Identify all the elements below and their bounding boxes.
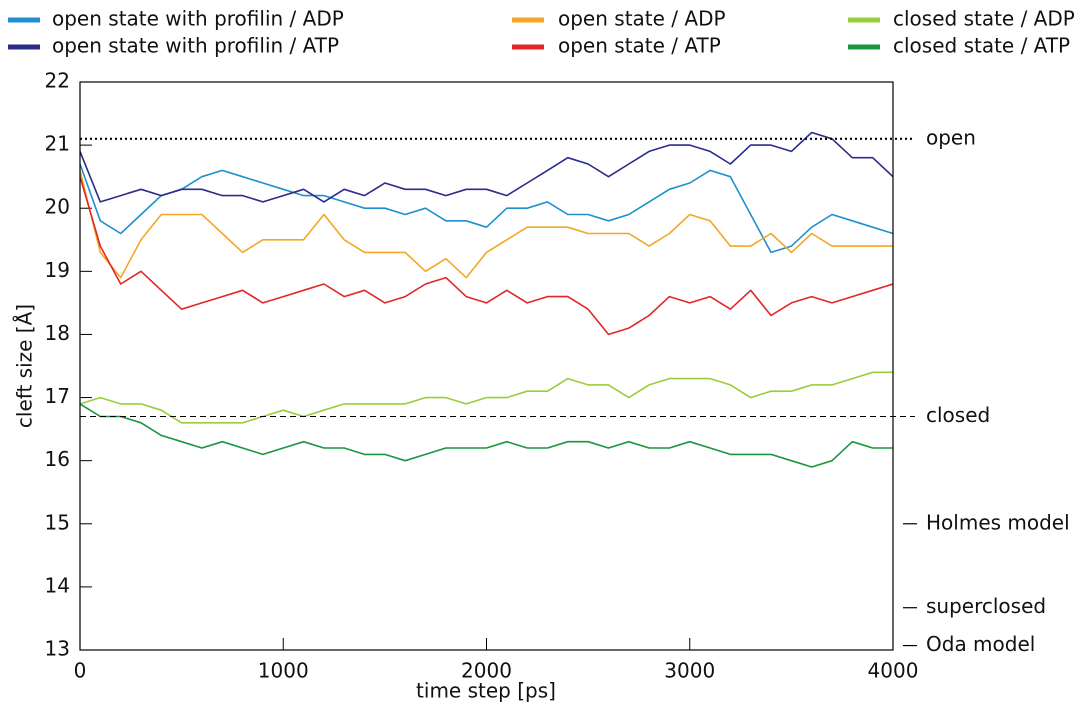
y-axis-label: cleft size [Å]	[13, 304, 37, 428]
x-tick-label: 0	[74, 659, 87, 683]
series-line	[79, 371, 893, 424]
series-line	[79, 131, 894, 203]
legend-label: open state / ATP	[558, 34, 721, 58]
y-tick-label: 15	[45, 510, 70, 534]
reference-label: Oda model	[926, 632, 1035, 656]
x-axis-label: time step [ps]	[416, 679, 556, 703]
series-line	[79, 403, 893, 468]
x-tick-label: 4000	[868, 659, 919, 683]
series-line	[79, 176, 894, 336]
y-tick-label: 22	[45, 69, 70, 93]
y-tick-label: 19	[45, 258, 70, 282]
legend-label: open state with profilin / ATP	[52, 34, 339, 58]
y-tick-label: 16	[45, 447, 70, 471]
legend-label: open state with profilin / ADP	[52, 7, 344, 31]
x-tick-label: 3000	[664, 659, 715, 683]
series-line	[79, 163, 894, 254]
series-line	[79, 170, 893, 279]
reference-label: Holmes model	[926, 510, 1070, 534]
legend-label: closed state / ATP	[893, 34, 1070, 58]
legend-label: open state / ADP	[558, 7, 726, 31]
y-tick-label: 14	[45, 573, 70, 597]
reference-label: open	[926, 125, 976, 149]
y-tick-label: 20	[45, 195, 70, 219]
x-tick-label: 2000	[461, 659, 512, 683]
y-tick-label: 17	[45, 384, 70, 408]
y-tick-label: 13	[45, 637, 70, 661]
reference-label: closed	[926, 403, 990, 427]
plot-frame	[79, 81, 894, 651]
y-tick-label: 18	[45, 321, 70, 345]
x-tick-label: 1000	[258, 659, 309, 683]
y-tick-label: 21	[45, 132, 70, 156]
reference-label: superclosed	[926, 594, 1046, 618]
legend-label: closed state / ADP	[893, 7, 1075, 31]
